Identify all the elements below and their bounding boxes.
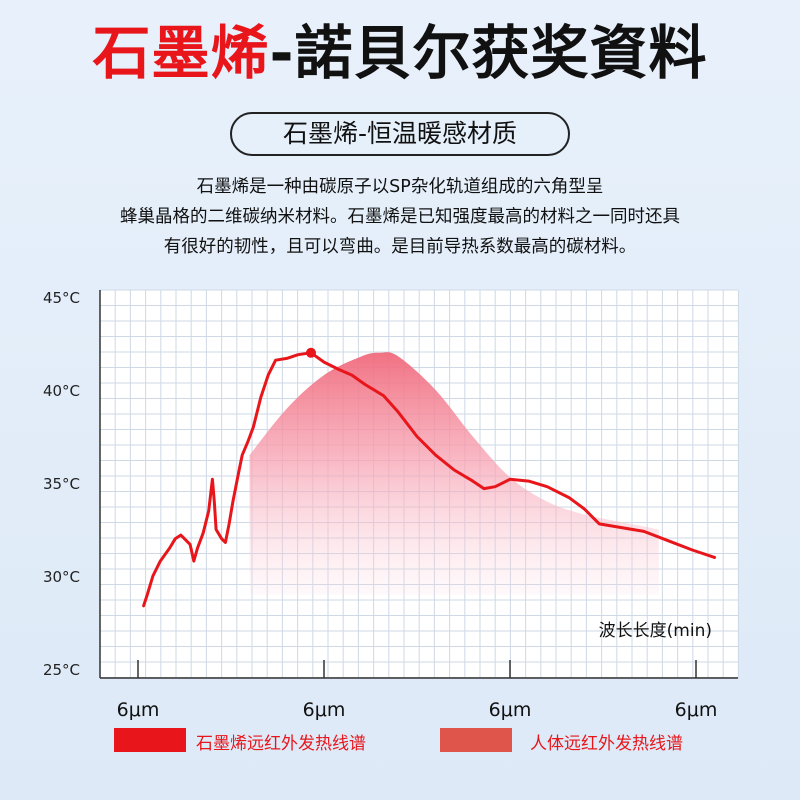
body-area-layer <box>249 352 659 595</box>
title-dark-part: -諾貝尔获奖資料 <box>269 19 708 87</box>
subtitle-pill: 石墨烯-恒温暖感材质 <box>230 112 570 156</box>
legend-body-label: 人体远红外发热线谱 <box>530 734 683 754</box>
x-axis-label: 波长长度(min) <box>599 621 712 641</box>
legend-body-swatch <box>440 728 512 752</box>
y-tick-label: 30°C <box>43 568 80 586</box>
body-emission-area <box>249 352 659 595</box>
legend-graphene-label: 石墨烯远红外发热线谱 <box>196 734 366 754</box>
page-title: 石墨烯-諾貝尔获奖資料 <box>0 18 800 88</box>
graphene-line-layer <box>142 347 717 608</box>
y-tick-labels: 45°C 40°C 35°C 30°C 25°C <box>43 289 80 679</box>
description-line-1: 石墨烯是一种由碳原子以SP杂化轨道组成的六角型呈 <box>196 177 604 197</box>
x-tick-label: 6μm <box>675 699 718 721</box>
x-tick-label: 6μm <box>117 699 160 721</box>
y-tick-label: 40°C <box>43 382 80 400</box>
x-tick-labels: 6μm 6μm 6μm 6μm <box>117 699 718 721</box>
description: 石墨烯是一种由碳原子以SP杂化轨道组成的六角型呈 蜂巢晶格的二维碳纳米材料。石墨… <box>100 172 700 262</box>
graphene-peak-point <box>305 347 316 358</box>
graphene-emission-line <box>142 351 717 608</box>
legend-graphene-swatch <box>114 728 186 752</box>
y-tick-label: 35°C <box>43 475 80 493</box>
x-tick-label: 6μm <box>489 699 532 721</box>
axes <box>99 290 738 679</box>
x-tick-label: 6μm <box>303 699 346 721</box>
y-tick-label: 25°C <box>43 661 80 679</box>
y-tick-label: 45°C <box>43 289 80 307</box>
description-line-2: 蜂巢晶格的二维碳纳米材料。石墨烯是已知强度最高的材料之一同时还具 <box>120 207 680 227</box>
description-line-3: 有很好的韧性，且可以弯曲。是目前导热系数最高的碳材料。 <box>163 237 637 257</box>
title-red-part: 石墨烯 <box>92 19 270 87</box>
